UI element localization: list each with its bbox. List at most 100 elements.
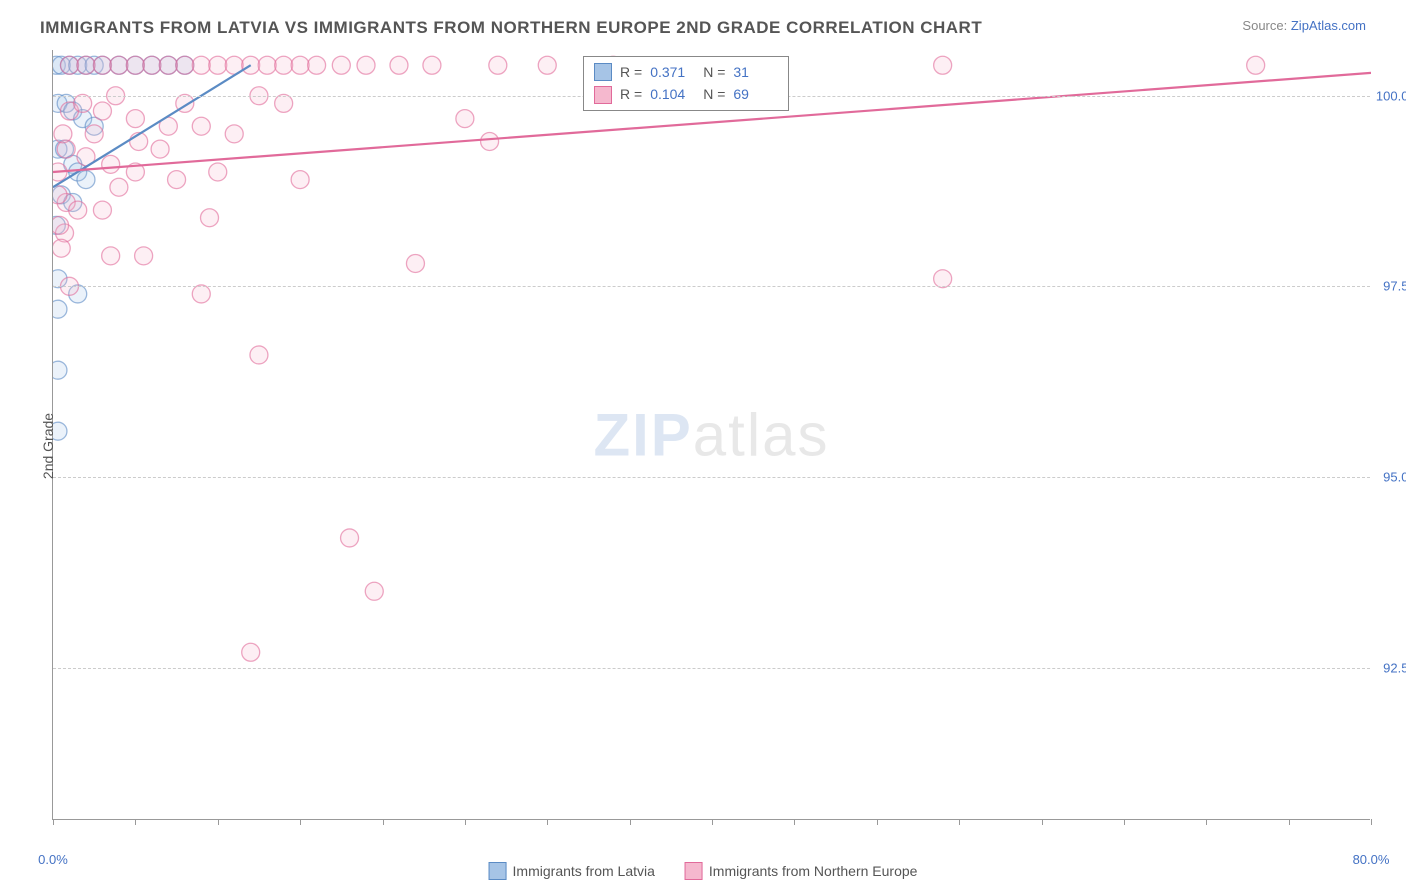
legend-label: Immigrants from Northern Europe [709,863,918,879]
gridline [53,286,1370,287]
data-point [53,239,70,257]
n-label: N = [703,61,725,83]
x-tick [630,819,631,825]
data-point [390,56,408,74]
data-point [93,102,111,120]
data-point [159,56,177,74]
data-point [242,56,260,74]
legend-item: Immigrants from Latvia [489,862,655,880]
r-label: R = [620,83,642,105]
data-point [250,346,268,364]
stat-row: R = 0.371 N = 31 [594,61,778,83]
x-tick [1042,819,1043,825]
x-tick [877,819,878,825]
y-tick-label: 95.0% [1383,469,1406,484]
x-tick-label: 0.0% [38,852,68,867]
data-point [93,201,111,219]
data-point [77,56,95,74]
data-point [456,110,474,128]
data-point [53,216,69,234]
plot-area: ZIPatlas 92.5%95.0%97.5%100.0% 0.0%80.0%… [52,50,1370,820]
data-point [53,300,67,318]
y-axis-label: 2nd Grade [40,413,56,479]
data-point [357,56,375,74]
data-point [192,285,210,303]
gridline [53,477,1370,478]
data-point [365,582,383,600]
data-point [538,56,556,74]
data-point [209,56,227,74]
x-tick [1206,819,1207,825]
n-value: 31 [733,61,778,83]
correlation-stats-box: R = 0.371 N = 31 R = 0.104 N = 69 [583,56,789,111]
legend-item: Immigrants from Northern Europe [685,862,918,880]
data-point [192,117,210,135]
legend-label: Immigrants from Latvia [513,863,655,879]
n-value: 69 [733,83,778,105]
x-tick [383,819,384,825]
data-point [85,125,103,143]
data-point [341,529,359,547]
x-tick [547,819,548,825]
data-point [225,125,243,143]
data-point [242,643,260,661]
data-point [110,56,128,74]
r-value: 0.104 [650,83,695,105]
stat-row: R = 0.104 N = 69 [594,83,778,105]
x-tick [300,819,301,825]
data-point [291,171,309,189]
x-tick [465,819,466,825]
data-point [1247,56,1265,74]
series-swatch [594,63,612,81]
data-point [934,270,952,288]
y-tick-label: 92.5% [1383,660,1406,675]
x-tick [53,819,54,825]
r-value: 0.371 [650,61,695,83]
source-label: Source: ZipAtlas.com [1242,18,1366,33]
data-point [53,361,67,379]
scatter-svg [53,50,1371,820]
data-point [110,178,128,196]
data-point [291,56,309,74]
data-point [143,56,161,74]
y-tick-label: 100.0% [1376,88,1406,103]
data-point [102,155,120,173]
data-point [192,56,210,74]
data-point [209,163,227,181]
data-point [168,171,186,189]
legend-swatch [489,862,507,880]
data-point [53,186,67,204]
y-tick-label: 97.5% [1383,279,1406,294]
x-tick [794,819,795,825]
data-point [308,56,326,74]
data-point [176,56,194,74]
data-point [69,201,87,219]
data-point [77,171,95,189]
data-point [151,140,169,158]
x-tick [1124,819,1125,825]
r-label: R = [620,61,642,83]
source-link[interactable]: ZipAtlas.com [1291,18,1366,33]
data-point [481,132,499,150]
legend-swatch [685,862,703,880]
data-point [423,56,441,74]
x-tick-label: 80.0% [1353,852,1390,867]
data-point [93,56,111,74]
data-point [74,94,92,112]
n-label: N = [703,83,725,105]
data-point [54,125,72,143]
data-point [275,56,293,74]
data-point [275,94,293,112]
data-point [406,254,424,272]
x-tick [135,819,136,825]
gridline [53,668,1370,669]
data-point [60,56,78,74]
data-point [489,56,507,74]
series-swatch [594,86,612,104]
data-point [126,110,144,128]
data-point [201,209,219,227]
data-point [258,56,276,74]
x-tick [1289,819,1290,825]
data-point [102,247,120,265]
x-tick [712,819,713,825]
